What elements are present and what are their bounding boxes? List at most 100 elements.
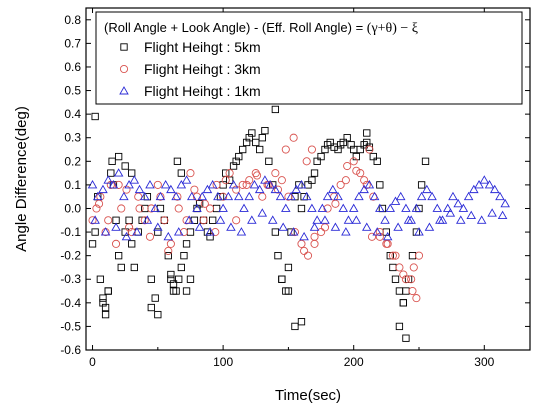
- data-point: [445, 208, 456, 217]
- legend-title-text: (Roll Angle + Look Angle) - (Eff. Roll A…: [104, 20, 367, 35]
- data-point: [304, 181, 312, 189]
- data-point: [296, 179, 307, 189]
- data-point: [339, 138, 347, 147]
- data-point: [108, 179, 119, 189]
- data-point: [234, 191, 244, 201]
- data-point: [113, 168, 124, 177]
- data-point: [221, 176, 230, 185]
- data-point: [453, 198, 463, 208]
- data-point: [177, 263, 185, 272]
- data-point: [211, 228, 220, 237]
- data-point: [197, 191, 207, 201]
- data-point: [500, 198, 510, 208]
- data-point: [369, 191, 380, 201]
- data-point: [167, 270, 175, 279]
- legend-formula: (γ+θ) − ξ: [367, 21, 418, 36]
- data-point: [427, 191, 437, 201]
- data-point: [239, 145, 247, 154]
- data-point: [92, 204, 101, 213]
- data-point: [442, 203, 453, 212]
- data-point: [463, 191, 474, 201]
- data-point: [303, 251, 313, 260]
- y-tick-label: 0.6: [64, 60, 81, 74]
- data-point: [367, 232, 377, 241]
- data-point: [192, 192, 202, 201]
- data-point: [258, 192, 267, 201]
- data-point: [205, 227, 215, 236]
- data-point: [213, 191, 223, 201]
- data-point: [391, 251, 400, 260]
- data-point: [333, 191, 343, 201]
- data-point: [281, 145, 290, 154]
- data-point: [153, 222, 163, 231]
- data-point: [209, 216, 217, 224]
- data-point: [111, 239, 121, 248]
- data-point: [184, 215, 194, 224]
- data-point: [166, 239, 175, 248]
- legend-entry-label: Flight Heihgt : 5km: [144, 39, 261, 55]
- data-point: [154, 228, 162, 236]
- data-point: [271, 169, 280, 178]
- data-point: [177, 169, 185, 177]
- data-point: [91, 228, 99, 236]
- data-point: [395, 322, 404, 331]
- data-point: [386, 252, 394, 260]
- data-point: [388, 251, 397, 260]
- data-point: [166, 184, 176, 194]
- data-point: [376, 181, 384, 189]
- data-point: [132, 227, 142, 236]
- x-tick-label: 0: [89, 355, 96, 369]
- data-point: [202, 184, 213, 194]
- data-point: [150, 203, 160, 212]
- data-point: [412, 294, 421, 303]
- data-point: [121, 231, 132, 241]
- data-point: [249, 179, 260, 189]
- data-point: [408, 286, 417, 296]
- data-point: [129, 175, 140, 184]
- data-point: [401, 275, 410, 284]
- data-point: [247, 215, 257, 224]
- data-point: [265, 157, 273, 165]
- data-point: [309, 222, 320, 231]
- y-tick-label: -0.5: [60, 319, 81, 333]
- y-tick-label: 0.5: [64, 84, 81, 98]
- data-point: [218, 203, 228, 212]
- data-point: [261, 126, 269, 135]
- legend-box: [95, 11, 523, 105]
- data-point: [181, 175, 192, 184]
- data-point: [399, 270, 408, 279]
- data-points: [87, 105, 510, 342]
- data-point: [104, 287, 112, 295]
- data-point: [134, 184, 145, 194]
- data-point: [424, 222, 435, 231]
- data-point: [301, 191, 312, 201]
- data-point: [215, 215, 226, 224]
- data-point: [395, 263, 404, 272]
- data-point: [312, 215, 322, 224]
- legend-entry-label: Flight Heihgt : 3km: [144, 61, 261, 77]
- data-point: [119, 191, 129, 201]
- data-point: [244, 191, 255, 201]
- data-point: [375, 228, 384, 237]
- data-point: [393, 222, 403, 231]
- y-tick-label: -0.1: [60, 225, 81, 239]
- data-point: [361, 222, 372, 231]
- data-point: [476, 215, 487, 224]
- data-point: [360, 141, 368, 149]
- data-point: [278, 275, 286, 283]
- data-point: [235, 152, 243, 161]
- data-point: [98, 184, 108, 194]
- data-point: [173, 157, 182, 165]
- data-point: [275, 191, 286, 201]
- data-point: [267, 215, 278, 224]
- data-point: [310, 239, 319, 248]
- legend-title: (Roll Angle + Look Angle) - (Eff. Roll A…: [104, 20, 418, 36]
- data-point: [228, 179, 239, 189]
- data-point: [484, 179, 495, 189]
- x-tick-label: 100: [213, 355, 233, 369]
- data-point: [273, 185, 283, 194]
- data-point: [173, 227, 184, 236]
- data-point: [114, 152, 123, 161]
- data-point: [242, 138, 251, 147]
- data-point: [414, 227, 424, 236]
